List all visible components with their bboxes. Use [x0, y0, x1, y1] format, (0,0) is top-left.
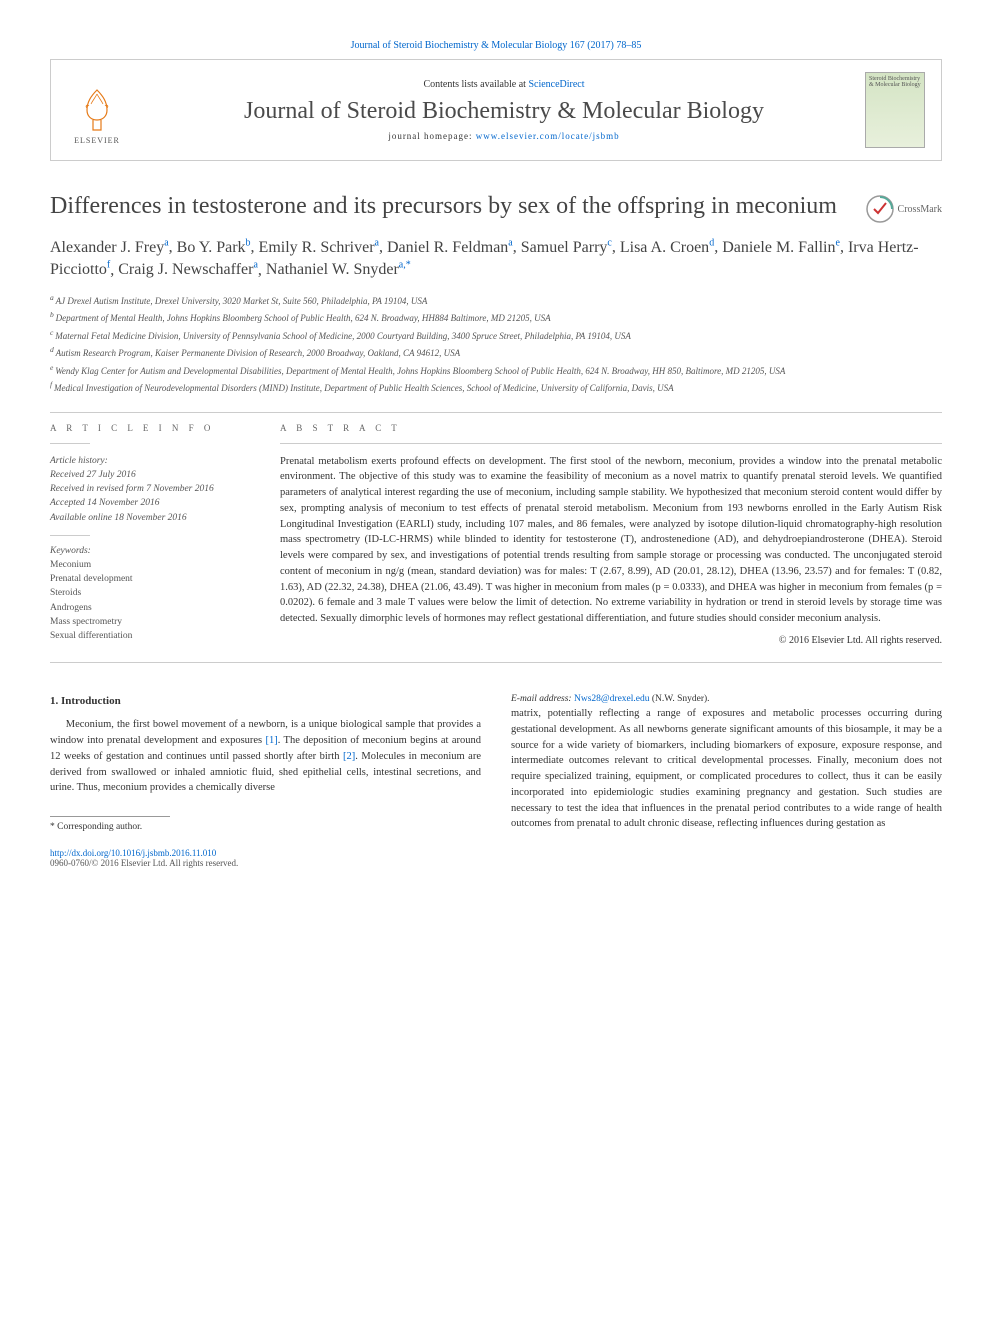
issn-copyright: 0960-0760/© 2016 Elsevier Ltd. All right… — [50, 858, 942, 868]
affiliation-key: b — [50, 310, 56, 319]
abstract-copyright: © 2016 Elsevier Ltd. All rights reserved… — [280, 635, 942, 646]
author-affil-sup: a — [508, 237, 512, 248]
affiliation-line: a AJ Drexel Autism Institute, Drexel Uni… — [50, 292, 942, 309]
author-list: Alexander J. Freya, Bo Y. Parkb, Emily R… — [50, 236, 942, 281]
affiliation-line: d Autism Research Program, Kaiser Perman… — [50, 344, 942, 361]
body-divider — [50, 662, 942, 663]
keyword: Meconium — [50, 558, 250, 572]
affiliation-key: a — [50, 293, 56, 302]
elsevier-name: ELSEVIER — [74, 136, 120, 145]
author: Samuel Parryc — [521, 239, 612, 256]
abstract-label: A B S T R A C T — [280, 423, 942, 433]
author: Daniel R. Feldmana — [387, 239, 513, 256]
contents-line: Contents lists available at ScienceDirec… — [143, 79, 865, 90]
email-author-name: (N.W. Snyder). — [649, 694, 709, 704]
keywords-list: MeconiumPrenatal developmentSteroidsAndr… — [50, 558, 250, 644]
email-link[interactable]: Nws28@drexel.edu — [574, 694, 650, 704]
section-divider — [50, 412, 942, 413]
contents-prefix: Contents lists available at — [423, 79, 528, 90]
author: Bo Y. Parkb — [177, 239, 251, 256]
keyword: Steroids — [50, 586, 250, 600]
affiliation-line: e Wendy Klag Center for Autism and Devel… — [50, 362, 942, 379]
intro-paragraph-1: Meconium, the first bowel movement of a … — [50, 717, 481, 796]
elsevier-logo: ELSEVIER — [67, 75, 127, 145]
intro-heading: 1. Introduction — [50, 693, 481, 710]
author-affil-sup: c — [607, 237, 611, 248]
history-online: Available online 18 November 2016 — [50, 511, 250, 525]
author: Daniele M. Falline — [722, 239, 840, 256]
author-affil-sup: a — [164, 237, 168, 248]
abstract-text: Prenatal metabolism exerts profound effe… — [280, 454, 942, 627]
article-info-label: A R T I C L E I N F O — [50, 423, 250, 433]
footnote-separator — [50, 816, 170, 817]
info-divider — [50, 443, 90, 444]
affiliation-line: c Maternal Fetal Medicine Division, Univ… — [50, 327, 942, 344]
crossmark-icon — [866, 195, 894, 223]
history-accepted: Accepted 14 November 2016 — [50, 496, 250, 510]
reference-link-1[interactable]: [1] — [266, 735, 278, 746]
author-affil-sup: d — [709, 237, 714, 248]
author: Emily R. Schrivera — [259, 239, 379, 256]
journal-citation-header: Journal of Steroid Biochemistry & Molecu… — [50, 40, 942, 51]
author: Craig J. Newschaffera — [118, 261, 258, 278]
abstract-column: A B S T R A C T Prenatal metabolism exer… — [280, 423, 942, 646]
header-center: Contents lists available at ScienceDirec… — [143, 79, 865, 141]
author-affil-sup: e — [836, 237, 840, 248]
affiliation-key: e — [50, 363, 55, 372]
elsevier-tree-icon — [73, 86, 121, 134]
doi-anchor[interactable]: http://dx.doi.org/10.1016/j.jsbmb.2016.1… — [50, 848, 216, 858]
journal-header-box: ELSEVIER Contents lists available at Sci… — [50, 59, 942, 161]
corresponding-label: * Corresponding author. — [50, 821, 481, 834]
article-history: Article history: Received 27 July 2016 R… — [50, 454, 250, 525]
journal-cover-thumbnail: Steroid Biochemistry & Molecular Biology — [865, 72, 925, 148]
author-affil-sup: f — [107, 260, 110, 271]
author-affil-sup: a — [375, 237, 379, 248]
author-affil-sup: b — [246, 237, 251, 248]
author: Alexander J. Freya — [50, 239, 169, 256]
homepage-prefix: journal homepage: — [388, 131, 475, 141]
affiliation-line: f Medical Investigation of Neurodevelopm… — [50, 379, 942, 396]
title-section: CrossMark Differences in testosterone an… — [50, 191, 942, 396]
history-revised: Received in revised form 7 November 2016 — [50, 482, 250, 496]
cover-text: Steroid Biochemistry & Molecular Biology — [869, 76, 921, 88]
doi-link[interactable]: http://dx.doi.org/10.1016/j.jsbmb.2016.1… — [50, 848, 942, 858]
article-title: Differences in testosterone and its prec… — [50, 191, 942, 222]
author: Lisa A. Croend — [620, 239, 714, 256]
crossmark-label: CrossMark — [898, 204, 942, 215]
keyword: Prenatal development — [50, 572, 250, 586]
keywords-divider — [50, 535, 90, 536]
author-affil-sup: a,* — [399, 260, 411, 271]
reference-link-2[interactable]: [2] — [343, 751, 355, 762]
info-abstract-row: A R T I C L E I N F O Article history: R… — [50, 423, 942, 646]
journal-citation-link[interactable]: Journal of Steroid Biochemistry & Molecu… — [351, 40, 642, 51]
email-label: E-mail address: — [511, 694, 574, 704]
sciencedirect-link[interactable]: ScienceDirect — [528, 79, 584, 90]
affiliation-key: f — [50, 380, 54, 389]
keywords-label: Keywords: — [50, 546, 250, 556]
homepage-link[interactable]: www.elsevier.com/locate/jsbmb — [476, 131, 620, 141]
affiliation-key: d — [50, 345, 56, 354]
affiliation-key: c — [50, 328, 55, 337]
keyword: Mass spectrometry — [50, 615, 250, 629]
affiliation-line: b Department of Mental Health, Johns Hop… — [50, 309, 942, 326]
introduction-section: 1. Introduction Meconium, the first bowe… — [50, 693, 942, 835]
crossmark-badge[interactable]: CrossMark — [866, 195, 942, 223]
journal-homepage: journal homepage: www.elsevier.com/locat… — [143, 131, 865, 141]
affiliations: a AJ Drexel Autism Institute, Drexel Uni… — [50, 292, 942, 396]
article-info-column: A R T I C L E I N F O Article history: R… — [50, 423, 250, 646]
intro-paragraph-2: matrix, potentially reflecting a range o… — [511, 706, 942, 832]
author: Nathaniel W. Snydera,* — [266, 261, 411, 278]
journal-name: Journal of Steroid Biochemistry & Molecu… — [143, 98, 865, 125]
history-received: Received 27 July 2016 — [50, 468, 250, 482]
author-affil-sup: a — [253, 260, 257, 271]
keyword: Androgens — [50, 601, 250, 615]
history-label: Article history: — [50, 454, 250, 468]
keyword: Sexual differentiation — [50, 629, 250, 643]
abstract-divider — [280, 443, 942, 444]
